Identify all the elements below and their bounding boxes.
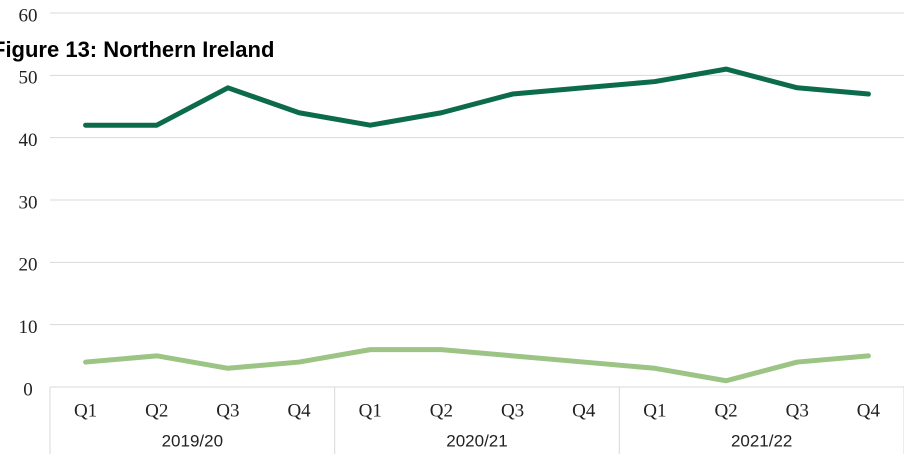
line-series	[83, 66, 871, 128]
line-series	[83, 347, 871, 384]
x-tick-label: Q2	[145, 400, 168, 421]
group-label: 2019/20	[162, 431, 223, 450]
y-tick-label: 30	[19, 192, 38, 213]
y-tick-label: 50	[19, 68, 38, 89]
y-tick-label: 20	[19, 255, 38, 276]
x-tick-label: Q3	[786, 400, 809, 421]
x-tick-label: Q2	[430, 400, 453, 421]
x-tick-label: Q4	[572, 400, 596, 421]
x-tick-label: Q1	[643, 400, 666, 421]
x-tick-label: Q1	[74, 400, 97, 421]
chart-title: Figure 13: Northern Ireland	[0, 37, 274, 62]
y-tick-label: 60	[19, 5, 38, 26]
group-label: 2021/22	[731, 431, 792, 450]
y-tick-label: 40	[19, 130, 38, 151]
group-label: 2020/21	[446, 431, 507, 450]
x-tick-label: Q3	[501, 400, 524, 421]
y-tick-label: 10	[19, 317, 38, 338]
x-tick-label: Q2	[714, 400, 737, 421]
x-tick-label: Q4	[287, 400, 311, 421]
x-tick-label: Q3	[216, 400, 239, 421]
x-tick-label: Q4	[857, 400, 881, 421]
x-tick-label: Q1	[359, 400, 382, 421]
y-tick-label: 0	[23, 379, 33, 400]
